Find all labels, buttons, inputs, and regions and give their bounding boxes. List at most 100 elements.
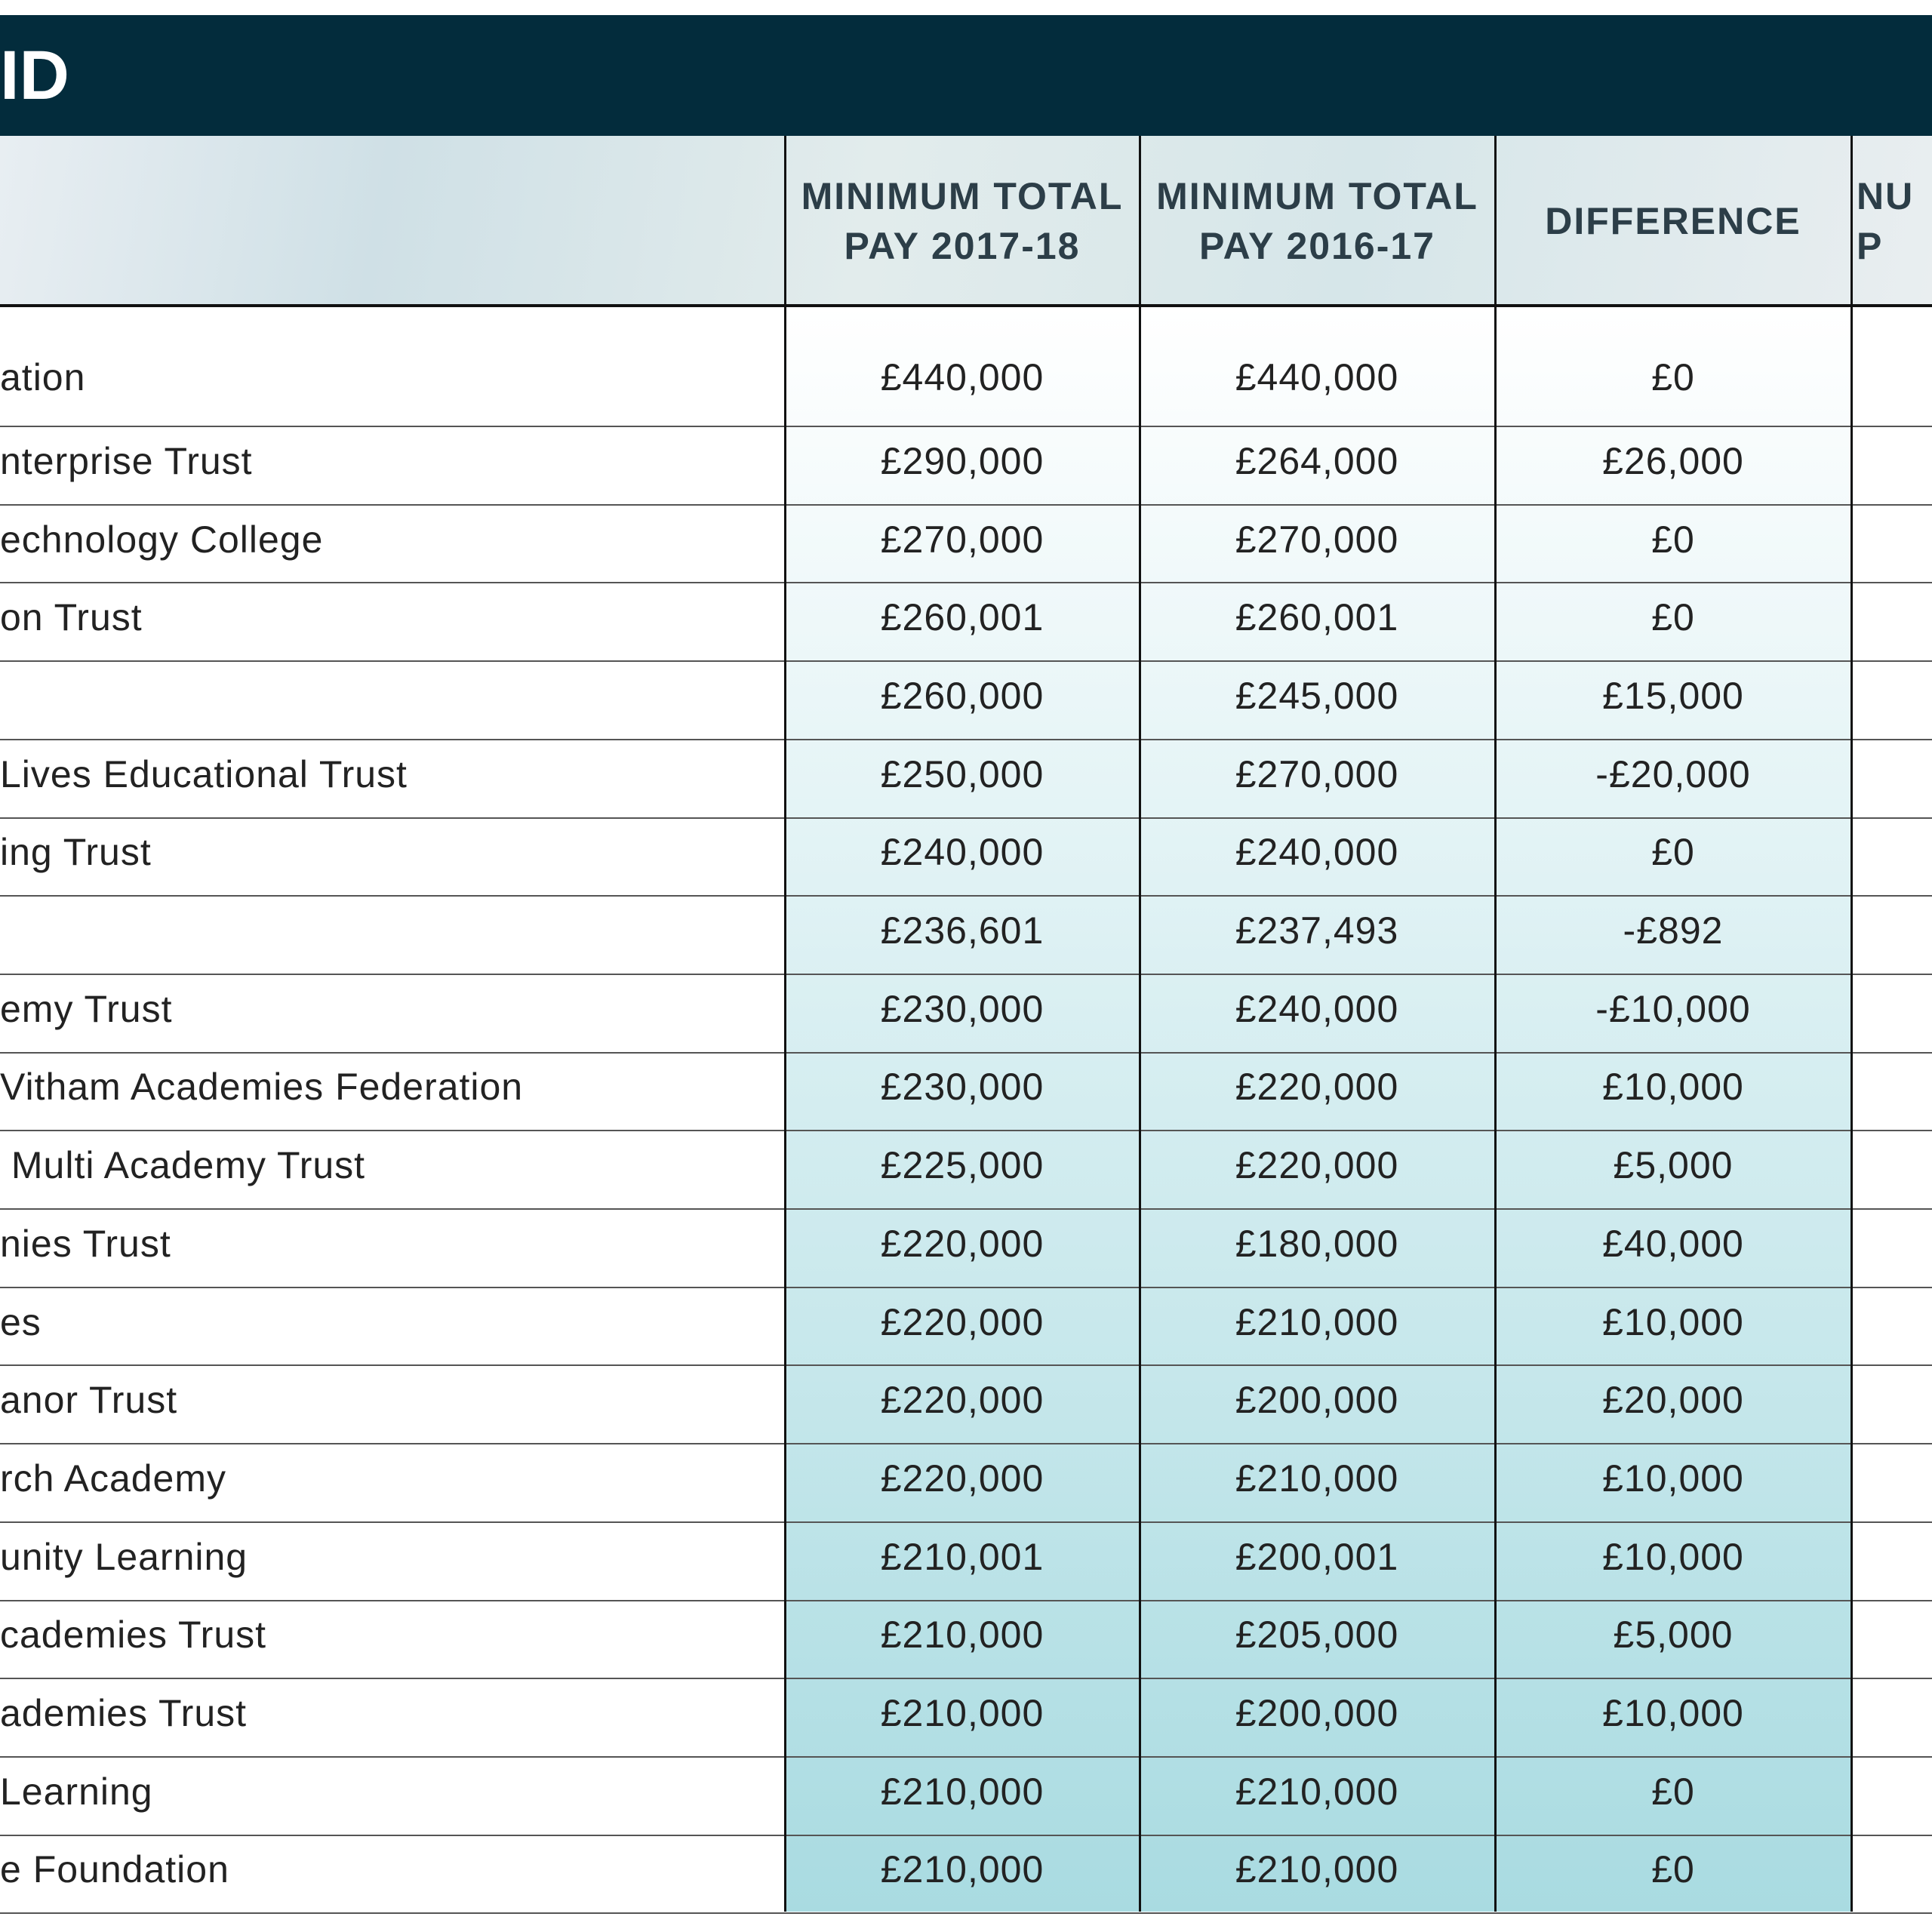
header-line: P [1857,224,1884,267]
cell-value: £200,001 [1235,1535,1399,1578]
header-line: PAY 2016-17 [1199,224,1435,267]
cell-value: £440,000 [1235,356,1399,398]
row-name: unity Learning [0,1535,248,1578]
column-header: MINIMUM TOTAL PAY 2017-18 [785,136,1140,306]
row-name: e Foundation [0,1848,229,1891]
header-line: MINIMUM TOTAL [801,174,1124,217]
cell-value: £220,000 [880,1300,1044,1343]
column-rule [1139,136,1141,1912]
row-rule [0,973,1932,975]
row-name: ation [0,356,86,398]
row-rule [0,895,1932,897]
cell-value: £210,000 [1235,1770,1399,1813]
cell-value: £26,000 [1602,439,1744,482]
cell-value: -£10,000 [1595,987,1751,1030]
cell-value: £230,000 [880,1066,1044,1109]
cell-value: £0 [1651,1848,1695,1891]
cell-value: £0 [1651,518,1695,561]
row-name: ademies Trust [0,1692,248,1735]
column-rule [1494,136,1497,1912]
cell-value: £0 [1651,1770,1695,1813]
cell-value: £210,000 [880,1770,1044,1813]
cell-value: £220,000 [1235,1066,1399,1109]
row-rule [0,426,1932,427]
cell-value: £10,000 [1602,1457,1744,1500]
row-name: on Trust [0,596,143,639]
cell-value: £220,000 [880,1222,1044,1265]
cell-value: £240,000 [1235,831,1399,874]
cell-value: £200,000 [1235,1692,1399,1735]
header-background [0,136,1932,306]
header-line: PAY 2017-18 [844,224,1081,267]
row-rule [0,1755,1932,1758]
header-line: DIFFERENCE [1545,199,1801,242]
row-name: anor Trust [0,1379,178,1422]
cell-value: -£892 [1623,909,1724,952]
cell-value: £237,493 [1235,909,1399,952]
cell-value: £210,001 [880,1535,1044,1578]
cell-value: £225,000 [880,1144,1044,1187]
row-rule [0,738,1932,740]
cell-value: £40,000 [1602,1222,1744,1265]
cell-value: £264,000 [1235,439,1399,482]
row-rule [0,660,1932,663]
cell-value: £200,000 [1235,1379,1399,1422]
row-rule [0,1051,1932,1054]
cell-value: £20,000 [1602,1379,1744,1422]
row-name: emy Trust [0,987,173,1030]
row-name: nterprise Trust [0,439,253,482]
row-name: echnology College [0,518,324,561]
cell-value: £0 [1651,356,1695,398]
cell-value: £10,000 [1602,1692,1744,1735]
cell-value: £240,000 [880,831,1044,874]
cell-value: £290,000 [880,439,1044,482]
row-name: Learning [0,1770,153,1813]
row-rule [0,1130,1932,1132]
header-line: MINIMUM TOTAL [1156,174,1478,217]
cell-value: £245,000 [1235,674,1399,717]
cell-value: £5,000 [1613,1144,1734,1187]
cell-value: £210,000 [880,1614,1044,1657]
row-rule [0,1599,1932,1601]
cell-value: £5,000 [1613,1614,1734,1657]
cell-value: £440,000 [880,356,1044,398]
row-rule [0,582,1932,584]
cell-value: £10,000 [1602,1066,1744,1109]
row-name: Vitham Academies Federation [0,1066,524,1109]
row-rule [0,1678,1932,1680]
cell-value: £236,601 [880,909,1044,952]
cell-value: £0 [1651,596,1695,639]
cell-value: £220,000 [1235,1144,1399,1187]
column-rule [1850,136,1853,1912]
column-shade [785,306,1140,1912]
cell-value: £220,000 [880,1379,1044,1422]
row-rule [0,817,1932,819]
header-rule [0,304,1932,307]
column-header: NU P [1857,136,1932,306]
cell-value: £210,000 [880,1848,1044,1891]
cell-value: £210,000 [1235,1457,1399,1500]
title: ID [0,37,69,114]
cell-value: £205,000 [1235,1614,1399,1657]
row-rule [0,1208,1932,1210]
column-shade [1495,306,1851,1912]
cell-value: -£20,000 [1595,752,1751,795]
cell-value: £250,000 [880,752,1044,795]
cell-value: £15,000 [1602,674,1744,717]
row-name: Lives Educational Trust [0,752,408,795]
cell-value: £260,000 [880,674,1044,717]
row-rule [0,1834,1932,1836]
cell-value: £210,000 [1235,1300,1399,1343]
row-rule [0,1364,1932,1367]
cell-value: £210,000 [880,1692,1044,1735]
cell-value: £10,000 [1602,1300,1744,1343]
row-rule [0,1521,1932,1523]
cell-value: £240,000 [1235,987,1399,1030]
column-header: MINIMUM TOTAL PAY 2016-17 [1140,136,1495,306]
row-name: cademies Trust [0,1614,267,1657]
cell-value: £270,000 [1235,752,1399,795]
cell-value: £220,000 [880,1457,1044,1500]
row-name: nies Trust [0,1222,171,1265]
row-rule [0,1443,1932,1445]
